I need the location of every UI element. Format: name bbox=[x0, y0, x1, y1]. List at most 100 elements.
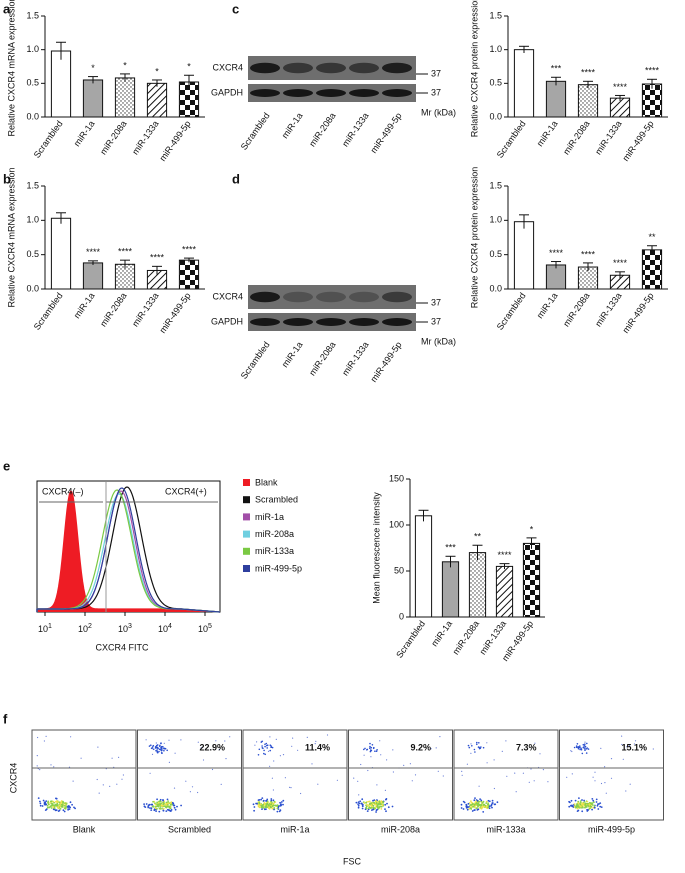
cell-dot bbox=[170, 809, 173, 811]
cell-dot bbox=[54, 800, 57, 803]
cell-dot bbox=[121, 778, 123, 780]
cell-dot bbox=[260, 805, 263, 807]
tick-exp: 5 bbox=[208, 623, 212, 630]
cell-dot bbox=[57, 810, 60, 812]
cell-dot bbox=[263, 752, 265, 755]
cell-dot bbox=[478, 742, 480, 744]
cell-dot bbox=[160, 804, 163, 807]
cell-dot bbox=[275, 738, 277, 741]
marker-label: 37 bbox=[431, 87, 441, 97]
cell-dot bbox=[364, 747, 366, 750]
y-axis-label: Relative CXCR4 protein expression bbox=[469, 167, 479, 309]
x-tick-label: 104 bbox=[158, 623, 172, 635]
cell-dot bbox=[160, 747, 163, 749]
cell-dot bbox=[515, 791, 517, 793]
significance: *** bbox=[445, 543, 456, 553]
cell-dot bbox=[161, 807, 163, 810]
y-axis-label: Relative CXCR4 mRNA expression bbox=[6, 0, 16, 137]
cell-dot bbox=[279, 801, 281, 804]
cell-dot bbox=[164, 747, 167, 750]
cell-dot bbox=[159, 800, 162, 803]
gate-label: CXCR4(–) bbox=[42, 486, 84, 496]
y-tick-label: 0 bbox=[399, 611, 404, 621]
cell-dot bbox=[467, 744, 470, 747]
cell-dot bbox=[314, 743, 316, 745]
cell-dot bbox=[68, 808, 71, 810]
bar bbox=[468, 552, 487, 618]
cell-dot bbox=[463, 801, 466, 804]
cell-dot bbox=[55, 797, 57, 800]
bar bbox=[146, 82, 168, 118]
cell-dot bbox=[52, 800, 55, 803]
cell-dot bbox=[54, 809, 57, 812]
cell-dot bbox=[380, 805, 383, 808]
cell-dot bbox=[167, 802, 170, 805]
cell-dot bbox=[173, 804, 175, 807]
y-tick-label: 0.0 bbox=[26, 111, 39, 121]
cell-dot bbox=[591, 802, 594, 804]
cell-dot bbox=[53, 766, 55, 768]
cell-dot bbox=[596, 804, 599, 807]
cell-dot bbox=[480, 799, 483, 802]
cell-dot bbox=[375, 809, 378, 812]
cell-dot bbox=[369, 742, 371, 745]
cell-dot bbox=[43, 801, 46, 804]
cell-dot bbox=[41, 805, 44, 807]
percent-label: 9.2% bbox=[411, 742, 432, 752]
cell-dot bbox=[154, 807, 157, 810]
cell-dot bbox=[150, 807, 153, 810]
legend-label: miR-133a bbox=[255, 546, 294, 556]
cell-dot bbox=[50, 807, 53, 809]
cell-dot bbox=[574, 799, 577, 802]
cell-dot bbox=[279, 755, 281, 757]
cell-dot bbox=[501, 750, 503, 753]
cell-dot bbox=[145, 803, 148, 805]
cell-dot bbox=[478, 803, 481, 806]
panel-label: d bbox=[232, 171, 240, 186]
cell-dot bbox=[585, 752, 588, 754]
cell-dot bbox=[154, 805, 157, 808]
cell-dot bbox=[584, 804, 586, 807]
cell-dot bbox=[466, 763, 468, 765]
cell-dot bbox=[152, 744, 155, 747]
cell-dot bbox=[158, 750, 160, 753]
lane-label: miR-1a bbox=[280, 340, 305, 370]
cell-dot bbox=[102, 784, 104, 786]
cell-dot bbox=[122, 774, 124, 776]
panel-label: e bbox=[3, 458, 10, 473]
cell-dot bbox=[270, 798, 273, 800]
x-tick-label: miR-208a bbox=[561, 119, 592, 157]
cell-dot bbox=[588, 808, 591, 810]
cell-dot bbox=[357, 780, 359, 782]
cell-dot bbox=[150, 809, 153, 811]
cell-dot bbox=[580, 747, 582, 750]
cell-dot bbox=[491, 806, 493, 809]
cell-dot bbox=[506, 775, 508, 777]
cell-dot bbox=[282, 754, 285, 756]
cell-dot bbox=[271, 777, 273, 779]
cell-dot bbox=[45, 808, 48, 811]
cell-dot bbox=[218, 749, 220, 751]
cell-dot bbox=[39, 804, 42, 807]
blot-band bbox=[283, 291, 313, 303]
cell-dot bbox=[160, 745, 163, 748]
cell-dot bbox=[39, 800, 41, 803]
x-tick-label: 103 bbox=[118, 623, 132, 635]
blot-row-label: GAPDH bbox=[211, 316, 243, 326]
cell-dot bbox=[482, 746, 485, 749]
y-tick-label: 0.5 bbox=[489, 249, 502, 259]
blot-band bbox=[382, 318, 412, 326]
cell-dot bbox=[370, 756, 372, 758]
blot-band bbox=[250, 318, 280, 326]
y-tick-label: 0.5 bbox=[26, 78, 39, 88]
x-tick-label: miR-1a bbox=[429, 619, 454, 649]
bar bbox=[495, 565, 514, 618]
cell-dot bbox=[69, 801, 72, 804]
cell-dot bbox=[376, 805, 379, 807]
y-tick-label: 1.5 bbox=[26, 180, 39, 190]
cell-dot bbox=[385, 810, 387, 813]
cell-dot bbox=[273, 760, 275, 762]
cell-dot bbox=[600, 806, 603, 808]
cell-dot bbox=[145, 739, 147, 741]
marker-label: 37 bbox=[431, 316, 441, 326]
